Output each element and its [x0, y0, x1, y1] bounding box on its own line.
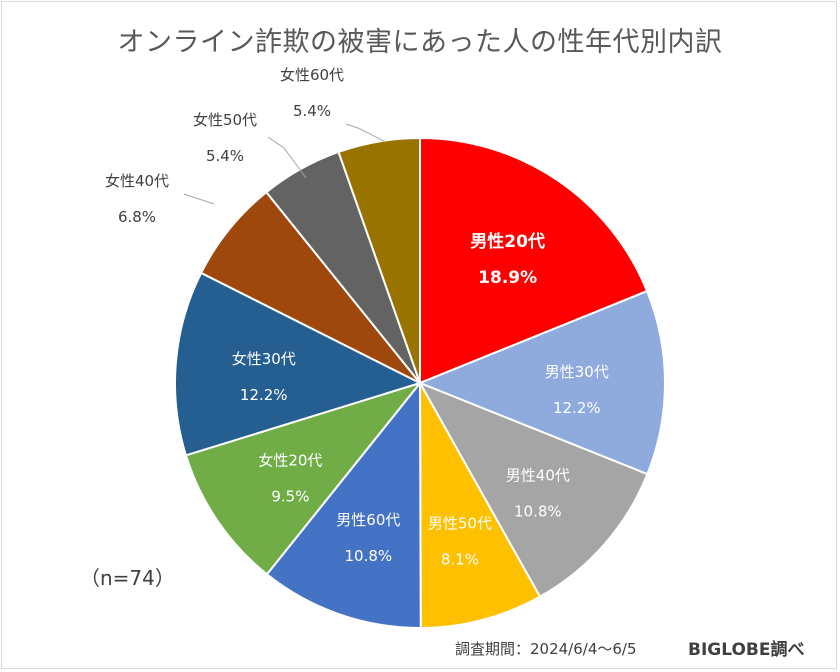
- slice-label: 男性30代: [545, 363, 609, 381]
- slice-3: [417, 381, 649, 598]
- slice-label: 男性40代: [506, 466, 570, 484]
- slice-2: [417, 289, 666, 476]
- slice-value-label: 18.9%: [478, 268, 537, 288]
- leader-line: [183, 193, 215, 205]
- slice-value-label: 6.8%: [118, 208, 156, 226]
- slice-4: [418, 379, 542, 630]
- slice-1: [419, 136, 649, 385]
- slice-6: [184, 381, 423, 576]
- slice-value-label: 12.2%: [553, 399, 601, 417]
- slice-5: [265, 380, 422, 630]
- slice-value-label: 8.1%: [441, 551, 479, 569]
- slice-label: 女性60代: [280, 66, 344, 84]
- source-brand: BIGLOBE調べ: [688, 640, 805, 660]
- slice-label: 女性30代: [232, 350, 296, 368]
- slice-labels: 男性20代 18.9% 男性30代 12.2% 男性40代 10.8% 男性50代 8.1% 男…: [105, 66, 609, 569]
- slice-label: 男性20代: [470, 231, 545, 252]
- slice-8: [199, 190, 421, 384]
- slice-label: 女性20代: [258, 451, 322, 469]
- slice-7: [174, 271, 423, 457]
- slice-label: 女性40代: [105, 172, 169, 190]
- slice-value-label: 10.8%: [514, 502, 562, 520]
- pie-slices: [174, 136, 666, 630]
- slice-value-label: 9.5%: [271, 487, 309, 505]
- slice-label: 男性50代: [428, 515, 492, 533]
- slice-label: 男性60代: [336, 511, 400, 529]
- leader-lines: [183, 123, 385, 205]
- slice-value-label: 5.4%: [293, 102, 331, 120]
- slice-value-label: 5.4%: [206, 147, 244, 165]
- leader-line: [267, 136, 307, 179]
- slice-10: [337, 136, 421, 384]
- slice-value-label: 12.2%: [240, 386, 288, 404]
- slice-value-label: 10.8%: [345, 547, 393, 565]
- slice-label: 女性50代: [193, 111, 257, 129]
- leader-line: [345, 123, 385, 142]
- survey-period: 調査期間：2024/6/4～6/5: [455, 640, 637, 658]
- sample-size: （n=74）: [80, 566, 175, 590]
- chart-title: オンライン詐欺の被害にあった人の性年代別内訳: [117, 27, 723, 58]
